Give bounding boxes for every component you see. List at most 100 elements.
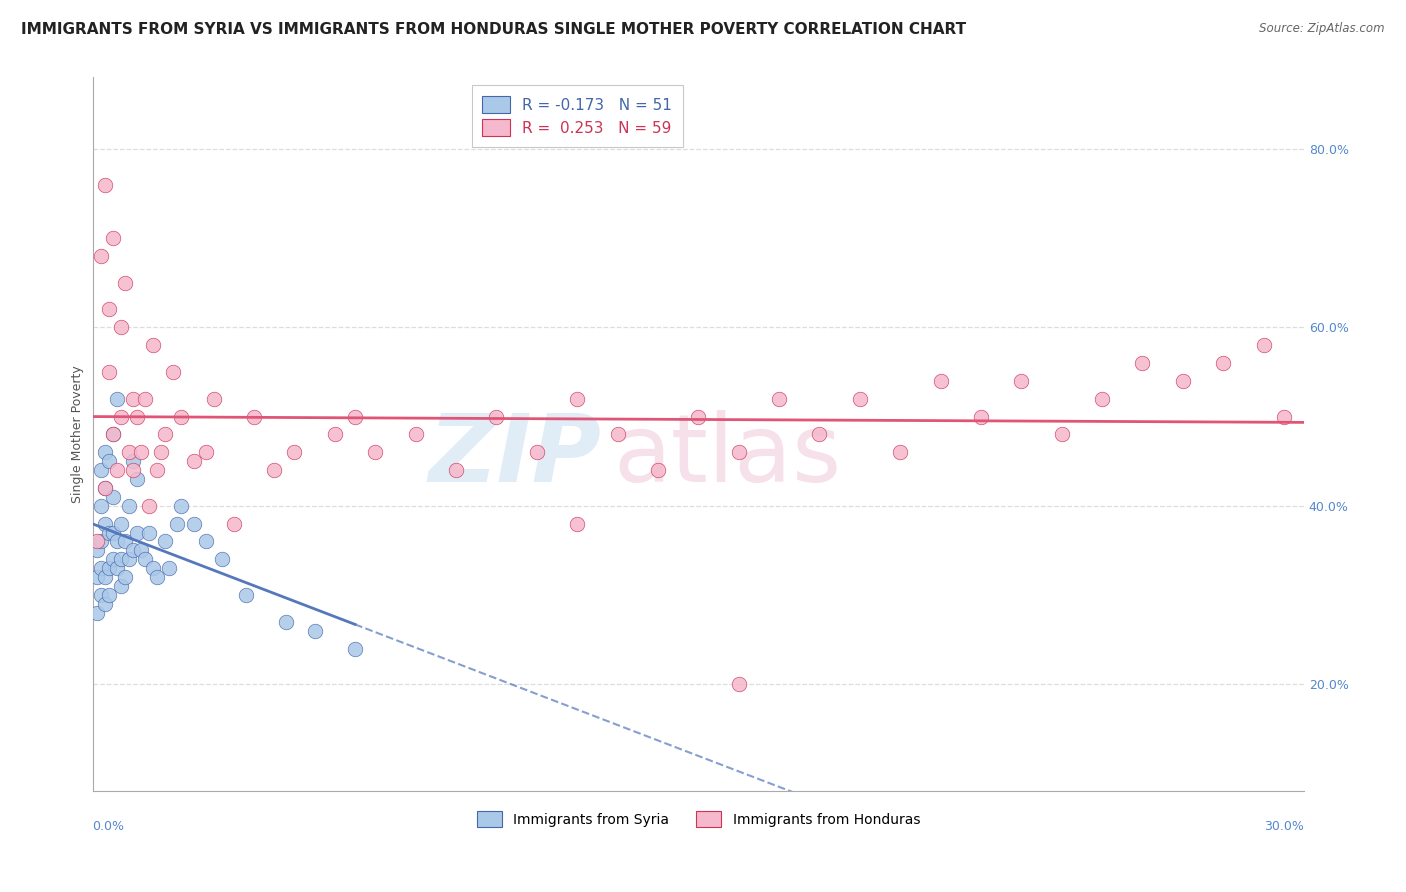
Point (114, 570, 136, 584)
Point (194, 445, 217, 459)
Point (105, 534, 128, 549)
Point (727, 445, 749, 459)
Point (125, 409, 148, 424)
Point (134, 392, 156, 406)
Point (114, 276, 136, 290)
Point (129, 543, 152, 558)
Point (565, 392, 588, 406)
Point (138, 499, 160, 513)
Point (727, 677, 749, 691)
Point (93, 597, 115, 611)
Point (283, 445, 305, 459)
Point (93, 481, 115, 495)
Point (97, 525, 120, 540)
Point (263, 463, 285, 477)
Point (118, 445, 141, 459)
Point (101, 525, 124, 540)
Text: ZIP: ZIP (429, 409, 602, 502)
Point (97, 561, 120, 575)
Point (444, 463, 467, 477)
Point (688, 409, 710, 424)
Point (101, 427, 124, 442)
Point (157, 561, 180, 575)
Point (97, 454, 120, 468)
Point (97, 302, 120, 317)
Point (101, 552, 124, 566)
Text: IMMIGRANTS FROM SYRIA VS IMMIGRANTS FROM HONDURAS SINGLE MOTHER POVERTY CORRELAT: IMMIGRANTS FROM SYRIA VS IMMIGRANTS FROM… (21, 22, 966, 37)
Point (1132, 356, 1154, 370)
Point (86, 570, 108, 584)
Point (101, 490, 124, 504)
Point (86, 543, 108, 558)
Text: atlas: atlas (613, 409, 842, 502)
Point (344, 409, 367, 424)
Point (170, 499, 193, 513)
Text: 0.0%: 0.0% (93, 820, 125, 833)
Point (194, 534, 217, 549)
Point (155, 427, 177, 442)
Point (97, 588, 120, 602)
Point (110, 579, 132, 593)
Point (93, 481, 115, 495)
Point (304, 624, 326, 638)
Point (122, 463, 145, 477)
Point (166, 516, 188, 531)
Point (526, 445, 548, 459)
Point (647, 463, 669, 477)
Point (105, 561, 128, 575)
Point (1010, 374, 1032, 388)
Y-axis label: Single Mother Poverty: Single Mother Poverty (72, 366, 84, 503)
Point (1253, 338, 1275, 352)
Point (122, 392, 145, 406)
Point (93, 178, 115, 192)
Point (929, 374, 952, 388)
Point (90, 588, 112, 602)
Point (90, 534, 112, 549)
Point (105, 463, 128, 477)
Legend: Immigrants from Syria, Immigrants from Honduras: Immigrants from Syria, Immigrants from H… (470, 805, 927, 834)
Point (93, 570, 115, 584)
Point (129, 445, 152, 459)
Point (235, 588, 257, 602)
Point (114, 534, 136, 549)
Point (93, 445, 115, 459)
Point (105, 392, 128, 406)
Point (138, 525, 160, 540)
Point (93, 516, 115, 531)
Point (565, 516, 588, 531)
Point (344, 641, 367, 656)
Point (90, 249, 112, 263)
Point (118, 552, 141, 566)
Point (146, 463, 169, 477)
Point (808, 427, 831, 442)
Point (142, 561, 165, 575)
Point (970, 409, 993, 424)
Point (125, 525, 148, 540)
Point (323, 427, 346, 442)
Point (101, 231, 124, 245)
Point (146, 570, 169, 584)
Point (243, 409, 266, 424)
Point (211, 552, 233, 566)
Point (849, 392, 872, 406)
Point (86, 606, 108, 620)
Point (1050, 427, 1073, 442)
Point (97, 365, 120, 379)
Point (90, 499, 112, 513)
Point (86, 534, 108, 549)
Point (110, 320, 132, 334)
Point (118, 499, 141, 513)
Point (101, 427, 124, 442)
Point (134, 552, 156, 566)
Text: 30.0%: 30.0% (1264, 820, 1303, 833)
Point (1212, 356, 1234, 370)
Point (889, 445, 911, 459)
Point (110, 516, 132, 531)
Point (125, 472, 148, 486)
Point (276, 615, 298, 629)
Point (1091, 392, 1114, 406)
Point (122, 454, 145, 468)
Point (122, 543, 145, 558)
Point (768, 392, 790, 406)
Point (110, 552, 132, 566)
